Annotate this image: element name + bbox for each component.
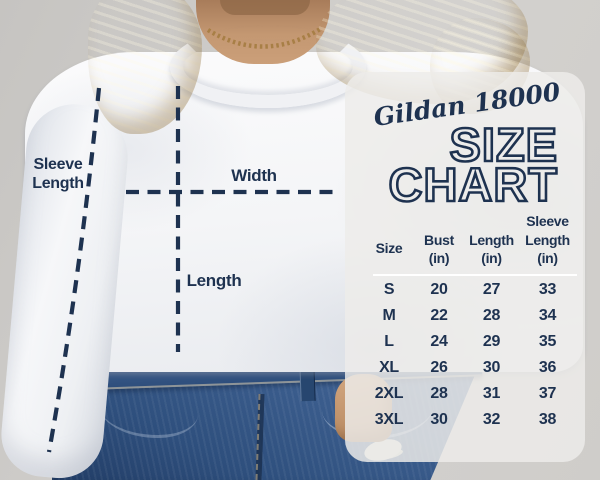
size-table-body: S 20 27 33 M 22 28 34 L 24 29 35 XL 26 3… [365,277,577,433]
table-row: XL 26 30 36 [379,359,557,376]
size-table-header: Size Bust (in) Length (in) Sleeve Length… [365,212,577,274]
title-size: SIZE [450,118,558,171]
header-sleeve-length: Sleeve Length (in) [525,213,570,266]
length-label: Length [186,271,242,290]
table-row: 3XL 30 32 38 [374,411,557,428]
sleeve-length-measure-line [46,87,102,453]
table-row: 2XL 28 31 37 [374,385,557,402]
header-size: Size [375,240,403,256]
jeans-pocket-left [98,380,198,438]
header-bust: Bust (in) [424,231,454,267]
size-chart-panel: Gildan 18000 SIZE CHART Size Bust (in) L… [345,72,585,462]
gold-necklace [206,26,324,49]
size-chart-title: SIZE CHART [387,117,558,212]
width-label: Width [231,166,277,185]
chin-shadow [220,0,310,15]
table-row: M 22 28 34 [382,307,557,324]
table-row: S 20 27 33 [383,281,557,298]
header-divider [373,274,577,276]
header-length: Length (in) [469,231,514,267]
table-row: L 24 29 35 [384,333,557,350]
title-chart: CHART [389,158,558,211]
sleeve-length-label: Sleeve Length [32,156,84,192]
